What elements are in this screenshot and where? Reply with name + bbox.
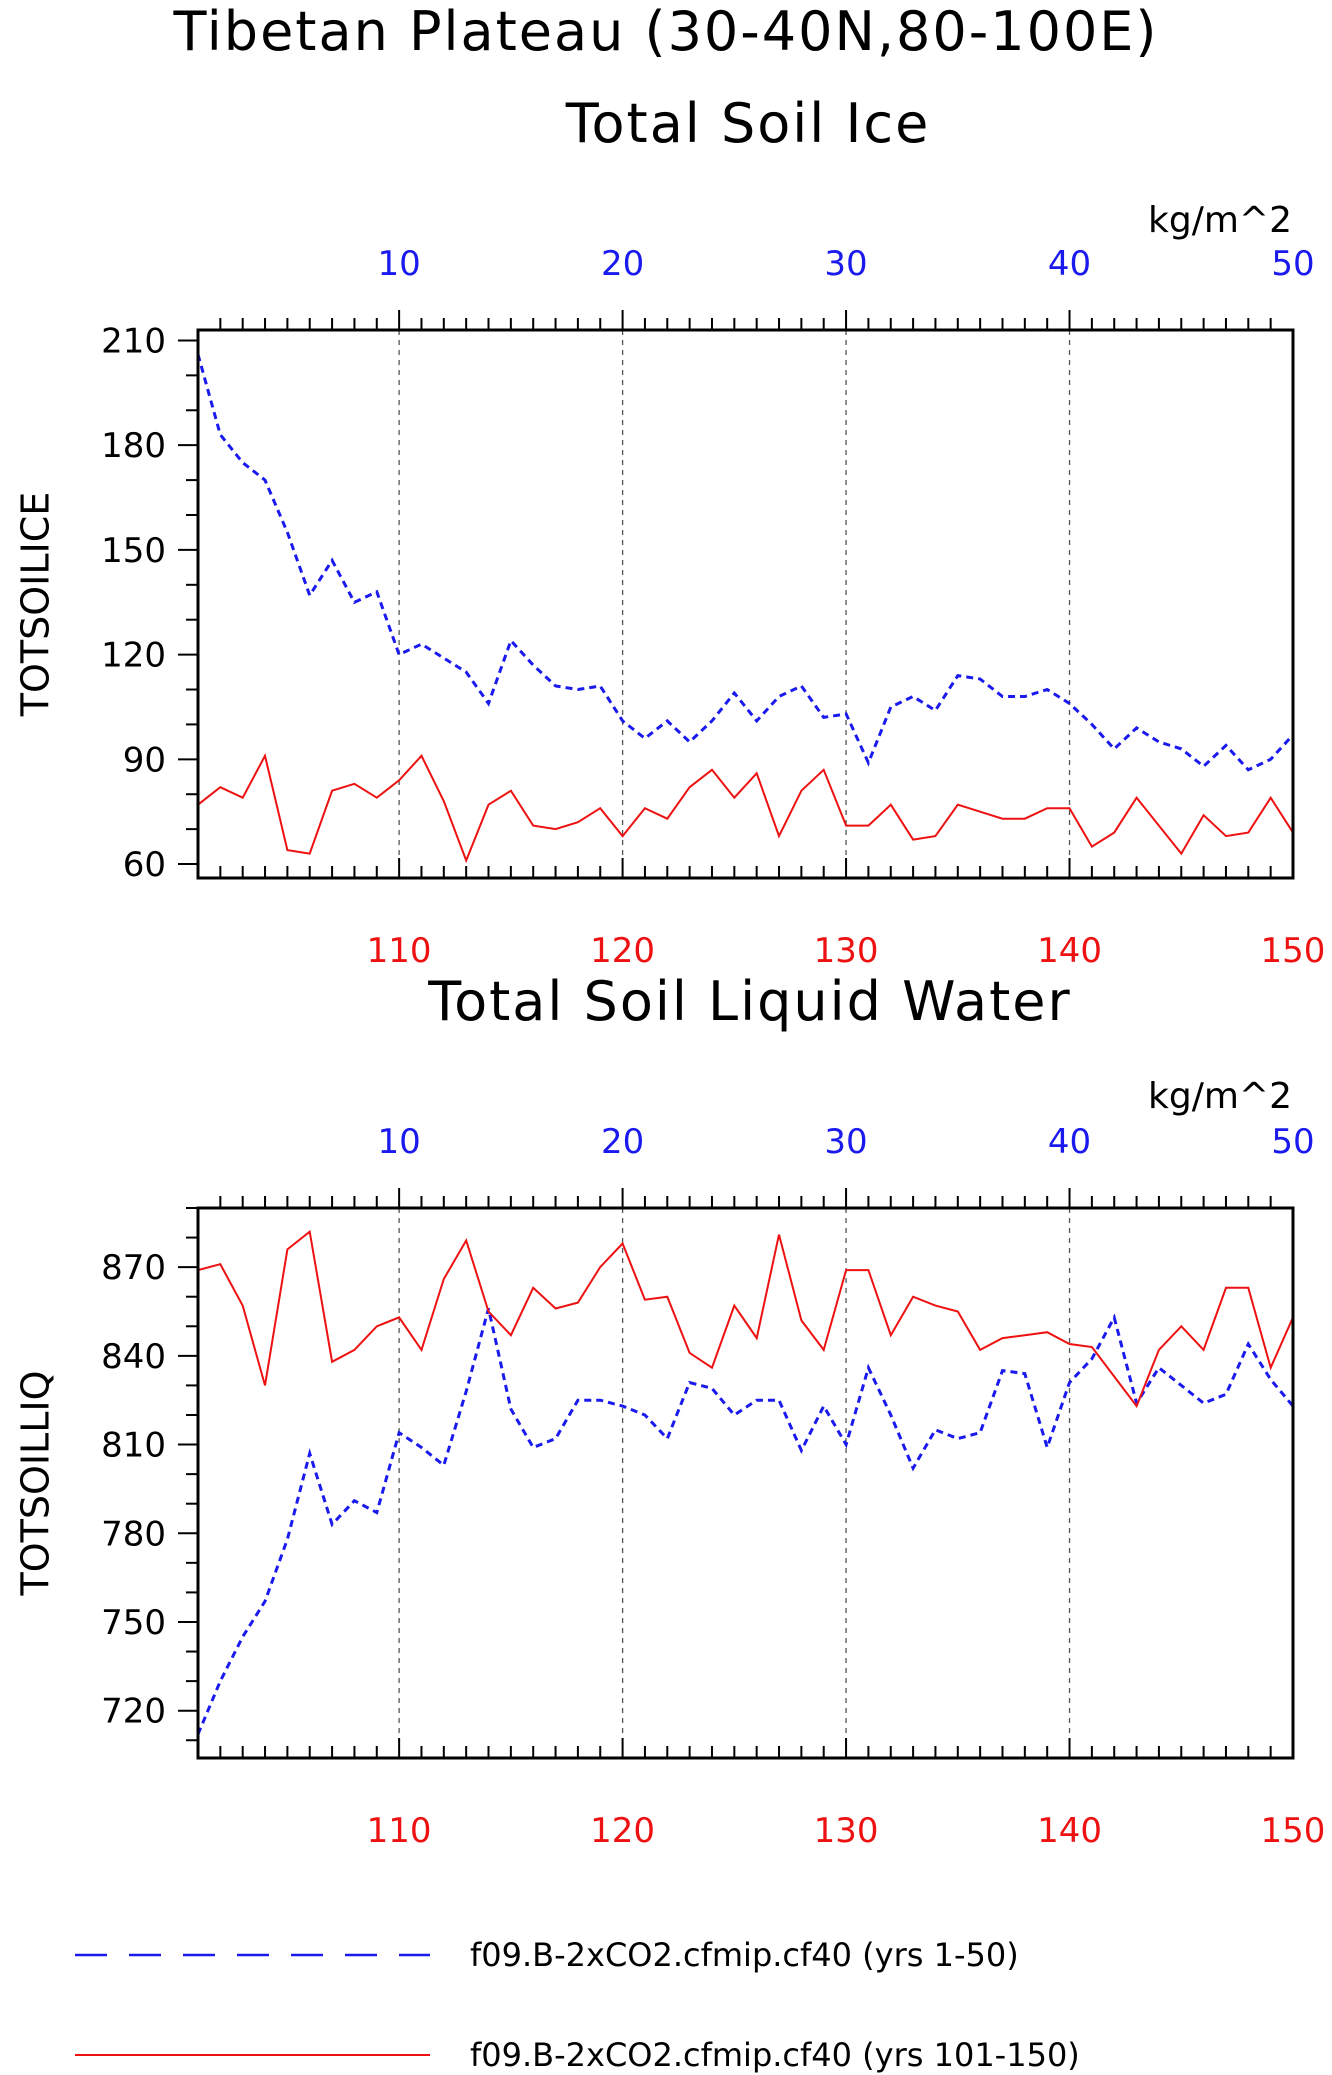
y-axis-label: TOTSOILICE [14, 492, 58, 718]
bottom-tick-label: 140 [1037, 931, 1102, 971]
top-tick-label: 10 [377, 1122, 420, 1162]
series-late-line [197, 1229, 1294, 1409]
bottom-tick-label: 130 [814, 931, 879, 971]
bottom-tick-label: 150 [1261, 931, 1326, 971]
top-tick-label: 10 [377, 244, 420, 284]
bottom-tick-label: 150 [1261, 1811, 1326, 1851]
bottom-tick-label: 130 [814, 1811, 879, 1851]
top-tick-label: 20 [601, 244, 644, 284]
top-tick-label: 40 [1048, 244, 1091, 284]
series-early-line [196, 1308, 1295, 1735]
y-tick-label: 150 [101, 531, 166, 571]
legend-early-label: f09.B-2xCO2.cfmip.cf40 (yrs 1-50) [470, 1936, 1019, 1974]
y-tick-label: 870 [101, 1248, 166, 1288]
y-tick-label: 90 [123, 740, 166, 780]
y-tick-label: 840 [101, 1337, 166, 1377]
legend-late-label: f09.B-2xCO2.cfmip.cf40 (yrs 101-150) [470, 2036, 1080, 2074]
ice-chart-panel: 10 20 30 40 50 110 120 130 140 150 kg/m^2 60 90 120 15… [14, 200, 1326, 971]
top-tick-label: 20 [601, 1122, 644, 1162]
y-tick-label: 180 [101, 426, 166, 466]
bottom-tick-label: 120 [590, 1811, 655, 1851]
liquid-chart-panel: 10 20 30 40 50 110 120 130 140 150 kg/m^2 720 750 780… [14, 1076, 1326, 1851]
legend: f09.B-2xCO2.cfmip.cf40 (yrs 1-50) f09.B-… [75, 1936, 1080, 2074]
top-tick-label: 50 [1271, 1122, 1314, 1162]
panel1-title: Total Soil Ice [565, 92, 931, 155]
y-tick-label: 120 [101, 636, 166, 676]
plot-frame [196, 328, 1295, 880]
y-tick-label: 750 [101, 1603, 166, 1643]
top-tick-label: 40 [1048, 1122, 1091, 1162]
bottom-tick-label: 110 [367, 1811, 432, 1851]
top-tick-label: 30 [824, 1122, 867, 1162]
y-tick-label: 780 [101, 1514, 166, 1554]
top-tick-label: 30 [824, 244, 867, 284]
y-tick-label: 60 [123, 845, 166, 885]
bottom-tick-label: 120 [590, 931, 655, 971]
plot-frame [196, 1206, 1295, 1760]
y-axis-label: TOTSOILLIQ [14, 1370, 58, 1596]
main-title: Tibetan Plateau (30-40N,80-100E) [172, 0, 1158, 63]
units-label: kg/m^2 [1148, 1076, 1292, 1117]
y-tick-label: 810 [101, 1426, 166, 1466]
units-label: kg/m^2 [1148, 200, 1292, 241]
panel2-title: Total Soil Liquid Water [427, 970, 1071, 1033]
series-late-line [197, 752, 1294, 864]
series-early-line [196, 353, 1295, 772]
y-tick-label: 720 [101, 1692, 166, 1732]
bottom-tick-label: 140 [1037, 1811, 1102, 1851]
y-tick-label: 210 [101, 321, 166, 361]
top-tick-label: 50 [1271, 244, 1314, 284]
bottom-tick-label: 110 [367, 931, 432, 971]
